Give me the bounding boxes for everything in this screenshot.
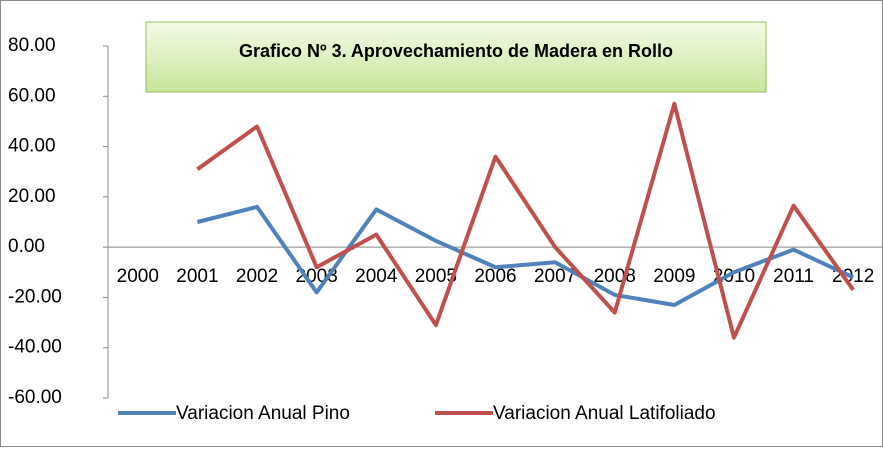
chart-title: Grafico Nº 3. Aprovechamiento de Madera … [239, 41, 673, 61]
x-tick-label: 2000 [117, 266, 159, 287]
x-tick-label: 2004 [355, 266, 398, 287]
y-tick-label: 40.00 [8, 136, 56, 157]
y-tick-label: 0.00 [8, 236, 45, 257]
y-tick-label: -20.00 [8, 286, 62, 307]
x-tick-label: 2007 [534, 266, 576, 287]
y-tick-label: 80.00 [8, 35, 56, 56]
y-tick-label: 20.00 [8, 186, 56, 207]
x-tick-label: 2010 [713, 266, 755, 287]
x-tick-label: 2006 [474, 266, 516, 287]
series-line [196, 101, 855, 340]
y-tick-label: 60.00 [8, 85, 56, 106]
legend-label: Variacion Anual Pino [176, 403, 350, 424]
y-tick-label: -60.00 [8, 387, 62, 408]
x-tick-label: 2003 [296, 266, 338, 287]
series-line [196, 204, 855, 307]
title-box [145, 21, 767, 93]
y-tick-label: -40.00 [8, 337, 62, 358]
x-tick-label: 2009 [653, 266, 695, 287]
legend-label: Variacion Anual Latifoliado [493, 403, 716, 424]
x-tick-label: 2011 [773, 266, 814, 287]
x-tick-label: 2002 [236, 266, 278, 287]
x-tick-label: 2005 [415, 266, 457, 287]
x-tick-label: 2008 [594, 266, 636, 287]
x-tick-label: 2001 [176, 266, 218, 287]
